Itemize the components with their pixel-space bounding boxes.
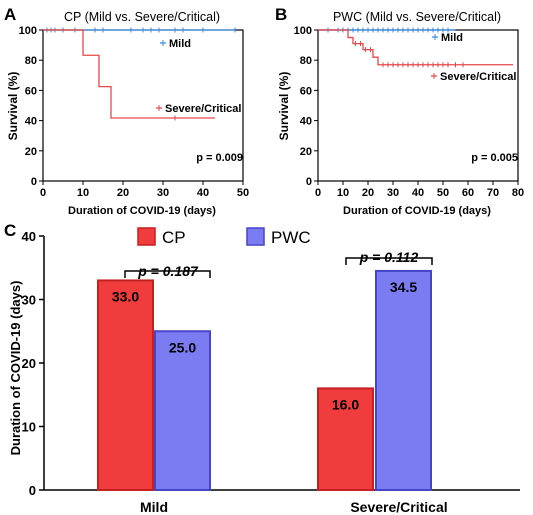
series-label-severe-critical: Severe/Critical	[165, 103, 241, 115]
x-tick-label: 10	[77, 187, 89, 199]
category-label: Severe/Critical	[350, 499, 447, 515]
significance-bracket	[345, 257, 433, 265]
y-tick-label: 60	[25, 85, 37, 97]
panel-a-xlabel: Duration of COVID-19 (days)	[68, 205, 216, 217]
bar-value-label: 25.0	[169, 339, 196, 355]
y-tick-label: 40	[300, 116, 312, 128]
panel-b-title: PWC (Mild vs. Severe/Critical)	[333, 10, 501, 24]
panel-a-ylabel: Survival (%)	[6, 72, 20, 141]
x-tick-label: 40	[412, 187, 424, 199]
panel-c-ylabel: Duration of COVID-19 (days)	[8, 281, 23, 456]
y-tick-label: 100	[294, 25, 312, 37]
bar-pwc	[154, 330, 211, 491]
series-line-severe-critical	[318, 29, 513, 66]
x-tick-label: 30	[157, 187, 169, 199]
x-tick-label: 20	[117, 187, 129, 199]
x-tick-label: 50	[237, 187, 249, 199]
panel-a-letter: A	[4, 5, 16, 24]
panel-c: C Duration of COVID-19 (days) 0 10 20 30 40 3…	[4, 221, 520, 515]
legend-swatch-cp	[137, 227, 156, 246]
y-tick-label: 20	[25, 146, 37, 158]
panel-b-ylabel: Survival (%)	[277, 72, 291, 141]
y-tick-label: 30	[22, 293, 36, 308]
legend-label-cp: CP	[162, 228, 186, 247]
panel-b-letter: B	[275, 5, 287, 24]
x-tick-label: 20	[362, 187, 374, 199]
y-tick-label: 10	[22, 420, 36, 435]
x-tick-label: 0	[315, 187, 321, 199]
panel-b-xlabel: Duration of COVID-19 (days)	[343, 205, 491, 217]
y-tick-label: 0	[31, 176, 37, 188]
bar-value-label: 34.5	[390, 279, 417, 295]
legend-label-pwc: PWC	[271, 228, 311, 247]
km-plot-a: 0 10 20 30 40 50 0 20 40 60 80 100 Mild Severe/Critic…	[19, 25, 249, 199]
y-tick-label: 20	[22, 356, 36, 371]
bar-value-label: 16.0	[332, 396, 359, 412]
legend-swatch-pwc	[246, 227, 265, 246]
series-label-severe-critical: Severe/Critical	[440, 71, 516, 83]
panel-a: A CP (Mild vs. Severe/Critical) Survival…	[4, 5, 249, 217]
x-tick-label: 0	[40, 187, 46, 199]
panel-b-p-value: p = 0.005	[471, 152, 518, 164]
x-tick-label: 30	[387, 187, 399, 199]
panel-c-letter: C	[4, 221, 16, 240]
x-tick-label: 80	[512, 187, 524, 199]
bar-cp	[97, 279, 154, 492]
bar-chart-c: 0 10 20 30 40 33.0 16.0 25.0 34.5 Mild Severe/Crit…	[22, 227, 520, 515]
category-label: Mild	[140, 499, 168, 515]
p-value-severe: p = 0.112	[359, 249, 419, 265]
p-value-mild: p = 0.187	[137, 263, 199, 279]
y-tick-label: 0	[306, 176, 312, 188]
y-tick-label: 0	[29, 483, 36, 498]
significance-bracket	[124, 270, 211, 278]
y-tick-label: 80	[300, 55, 312, 67]
x-tick-label: 60	[462, 187, 474, 199]
y-tick-label: 100	[19, 25, 37, 37]
panel-a-p-value: p = 0.009	[196, 152, 243, 164]
bar-value-label: 33.0	[112, 288, 139, 304]
x-tick-label: 10	[337, 187, 349, 199]
y-tick-label: 20	[300, 146, 312, 158]
y-tick-label: 40	[25, 116, 37, 128]
y-tick-label: 60	[300, 85, 312, 97]
km-plot-b: 0 10 20 30 40 50 60 70 80 0 20 40 60 80 100 Mild Severe/…	[294, 25, 524, 199]
x-tick-label: 40	[197, 187, 209, 199]
y-tick-label: 80	[25, 55, 37, 67]
series-line-severe-critical	[43, 29, 215, 119]
series-label-mild: Mild	[441, 32, 463, 44]
panel-b: B PWC (Mild vs. Severe/Critical) Surviva…	[275, 5, 524, 217]
series-label-mild: Mild	[169, 38, 191, 50]
bar-pwc	[375, 269, 432, 491]
y-tick-label: 40	[22, 229, 36, 244]
bar-cp	[317, 387, 374, 491]
x-tick-label: 70	[487, 187, 499, 199]
x-tick-label: 50	[437, 187, 449, 199]
panel-a-title: CP (Mild vs. Severe/Critical)	[64, 10, 220, 24]
